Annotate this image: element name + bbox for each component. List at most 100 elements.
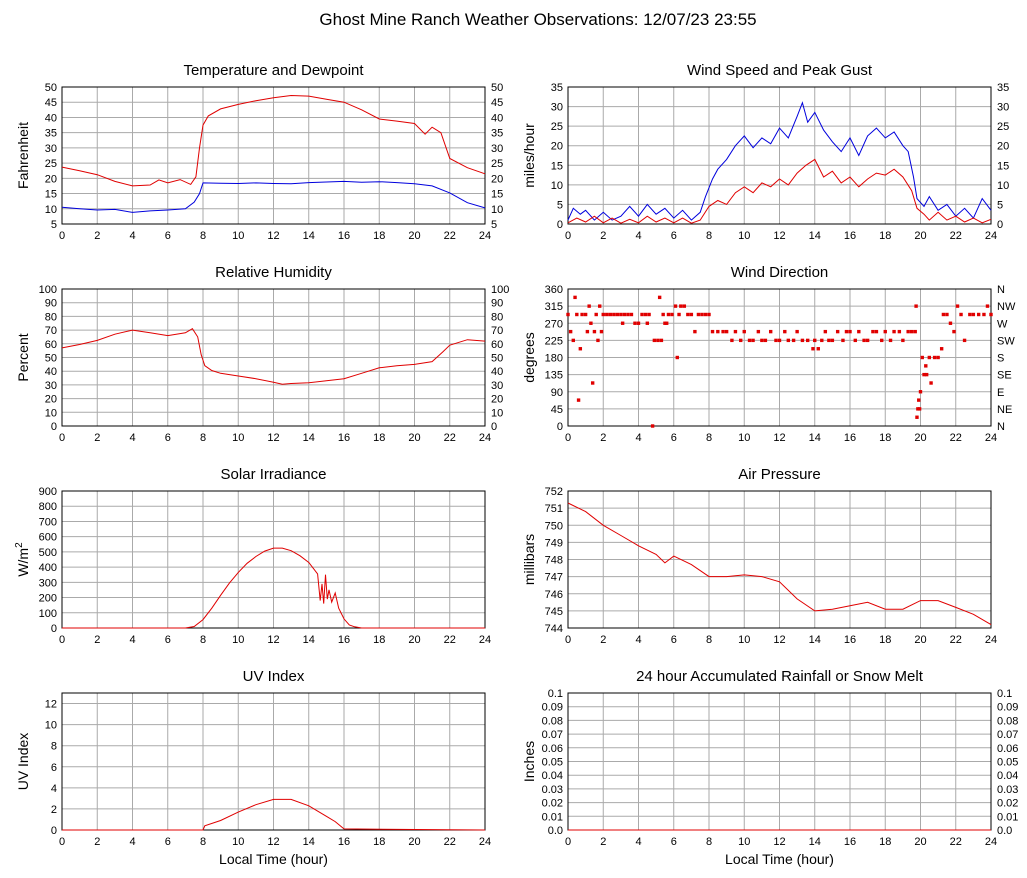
rh-xtick-label: 16	[338, 432, 350, 444]
solar-frame	[61, 490, 486, 629]
wind-ytick-label: 35	[551, 82, 563, 94]
wdir-point	[783, 329, 787, 334]
wdir-point	[693, 329, 697, 334]
wdir-point	[622, 312, 627, 317]
temp-ytick-right-label: 10	[491, 204, 503, 216]
uv-xtick-label: 2	[94, 836, 100, 848]
wdir-point	[763, 338, 768, 343]
wdir-point	[813, 338, 817, 343]
solar-ytick-label: 0	[51, 623, 57, 635]
wind-frame	[567, 86, 992, 225]
rain-xtick-label: 10	[738, 836, 750, 848]
rain-ytick-right-label: 0.09	[997, 702, 1018, 714]
rain-ytick-right-label: 0.04	[997, 770, 1018, 782]
pressure-xtick-label: 10	[738, 634, 750, 646]
rain-ytick-right-label: 0.0	[997, 825, 1012, 837]
pressure-frame	[567, 490, 992, 629]
rh-ytick-label: 40	[45, 366, 57, 378]
wdir-point	[666, 312, 671, 317]
wdir-point	[917, 398, 921, 402]
solar-ytick-label: 200	[39, 593, 57, 605]
rain-xtick-label: 22	[950, 836, 962, 848]
temp-ytick-label: 40	[45, 112, 57, 124]
rain-ytick-label: 0.0	[548, 825, 563, 837]
wdir-point	[945, 312, 949, 317]
rain-xtick-label: 24	[985, 836, 997, 848]
wdir-ytick-right-label: E	[997, 387, 1004, 399]
uv-xtick-label: 14	[303, 836, 315, 848]
wind-ytick-right-label: 25	[997, 121, 1009, 133]
wdir-ylabel-text: degrees	[521, 332, 537, 383]
solar-xtick-label: 6	[165, 634, 171, 646]
wdir-xtick-label: 20	[914, 432, 926, 444]
wdir-title: Wind Direction	[731, 264, 829, 281]
wind-series-red-line	[567, 158, 992, 224]
wdir-point	[806, 338, 810, 343]
page-title: Ghost Mine Ranch Weather Observations: 1…	[319, 10, 756, 29]
rain-title: 24 hour Accumulated Rainfall or Snow Mel…	[636, 668, 924, 685]
wdir-point	[880, 338, 884, 343]
wdir-ytick-right-label: SW	[997, 335, 1015, 347]
rh-ytick-right-label: 30	[491, 380, 503, 392]
wdir-point	[615, 312, 620, 317]
wdir-point	[929, 381, 933, 385]
wdir-point	[640, 312, 644, 317]
uv-ylabel: UV Index	[15, 733, 31, 791]
uv-ytick-label: 4	[51, 783, 57, 795]
wind-ylabel-text: miles/hour	[521, 123, 537, 188]
wdir-point	[643, 312, 648, 317]
wdir-point	[883, 329, 887, 334]
wdir-point	[596, 338, 600, 343]
wdir-point	[742, 329, 746, 334]
wdir-point	[633, 321, 637, 325]
solar-xtick-label: 18	[373, 634, 385, 646]
solar-ytick-label: 100	[39, 608, 57, 620]
wdir-xtick-label: 0	[565, 432, 571, 444]
wdir-point	[592, 329, 597, 334]
wdir-point	[576, 398, 581, 402]
wind-ylabel: miles/hour	[521, 123, 537, 188]
rh-ylabel-text: Percent	[15, 333, 31, 381]
wdir-point	[587, 304, 591, 308]
rain-xtick-label: 14	[809, 836, 821, 848]
wind-xtick-label: 14	[809, 230, 821, 242]
wdir-point	[689, 312, 694, 317]
wdir-ytick-label: 225	[545, 335, 563, 347]
wdir-point	[909, 329, 914, 334]
wdir-point	[936, 355, 940, 360]
wdir-point	[927, 355, 932, 360]
solar-ytick-label: 800	[39, 501, 57, 513]
rh-ytick-label: 100	[39, 284, 57, 296]
rh-frame	[61, 288, 486, 427]
wind-xtick-label: 0	[565, 230, 571, 242]
solar-series-red-line	[62, 547, 485, 629]
wind-xtick-label: 4	[635, 230, 641, 242]
pressure-xtick-label: 6	[671, 634, 677, 646]
wdir-point	[733, 329, 738, 334]
pressure-ytick-label: 744	[545, 623, 563, 635]
wdir-point	[620, 321, 625, 325]
uv-xtick-label: 16	[338, 836, 350, 848]
wdir-point	[578, 347, 583, 351]
wdir-point	[747, 338, 752, 343]
wdir-xtick-label: 24	[985, 432, 997, 444]
wdir-xtick-label: 12	[773, 432, 785, 444]
rh-ytick-right-label: 10	[491, 407, 503, 419]
wind-ytick-label: 30	[551, 102, 563, 114]
wdir-xtick-label: 2	[600, 432, 606, 444]
wdir-point	[760, 338, 764, 343]
rh-ytick-label: 90	[45, 298, 57, 310]
rain-xtick-label: 6	[671, 836, 677, 848]
wdir-point	[700, 312, 704, 317]
temp-ytick-right-label: 35	[491, 128, 503, 140]
uv-series-red-line	[62, 798, 486, 831]
temp-series-red-line	[61, 94, 486, 187]
solar-ytick-label: 500	[39, 547, 57, 559]
temp-xtick-label: 12	[267, 230, 279, 242]
wdir-xtick-label: 16	[844, 432, 856, 444]
temp-ytick-right-label: 50	[491, 82, 503, 94]
temp-ytick-label: 20	[45, 173, 57, 185]
